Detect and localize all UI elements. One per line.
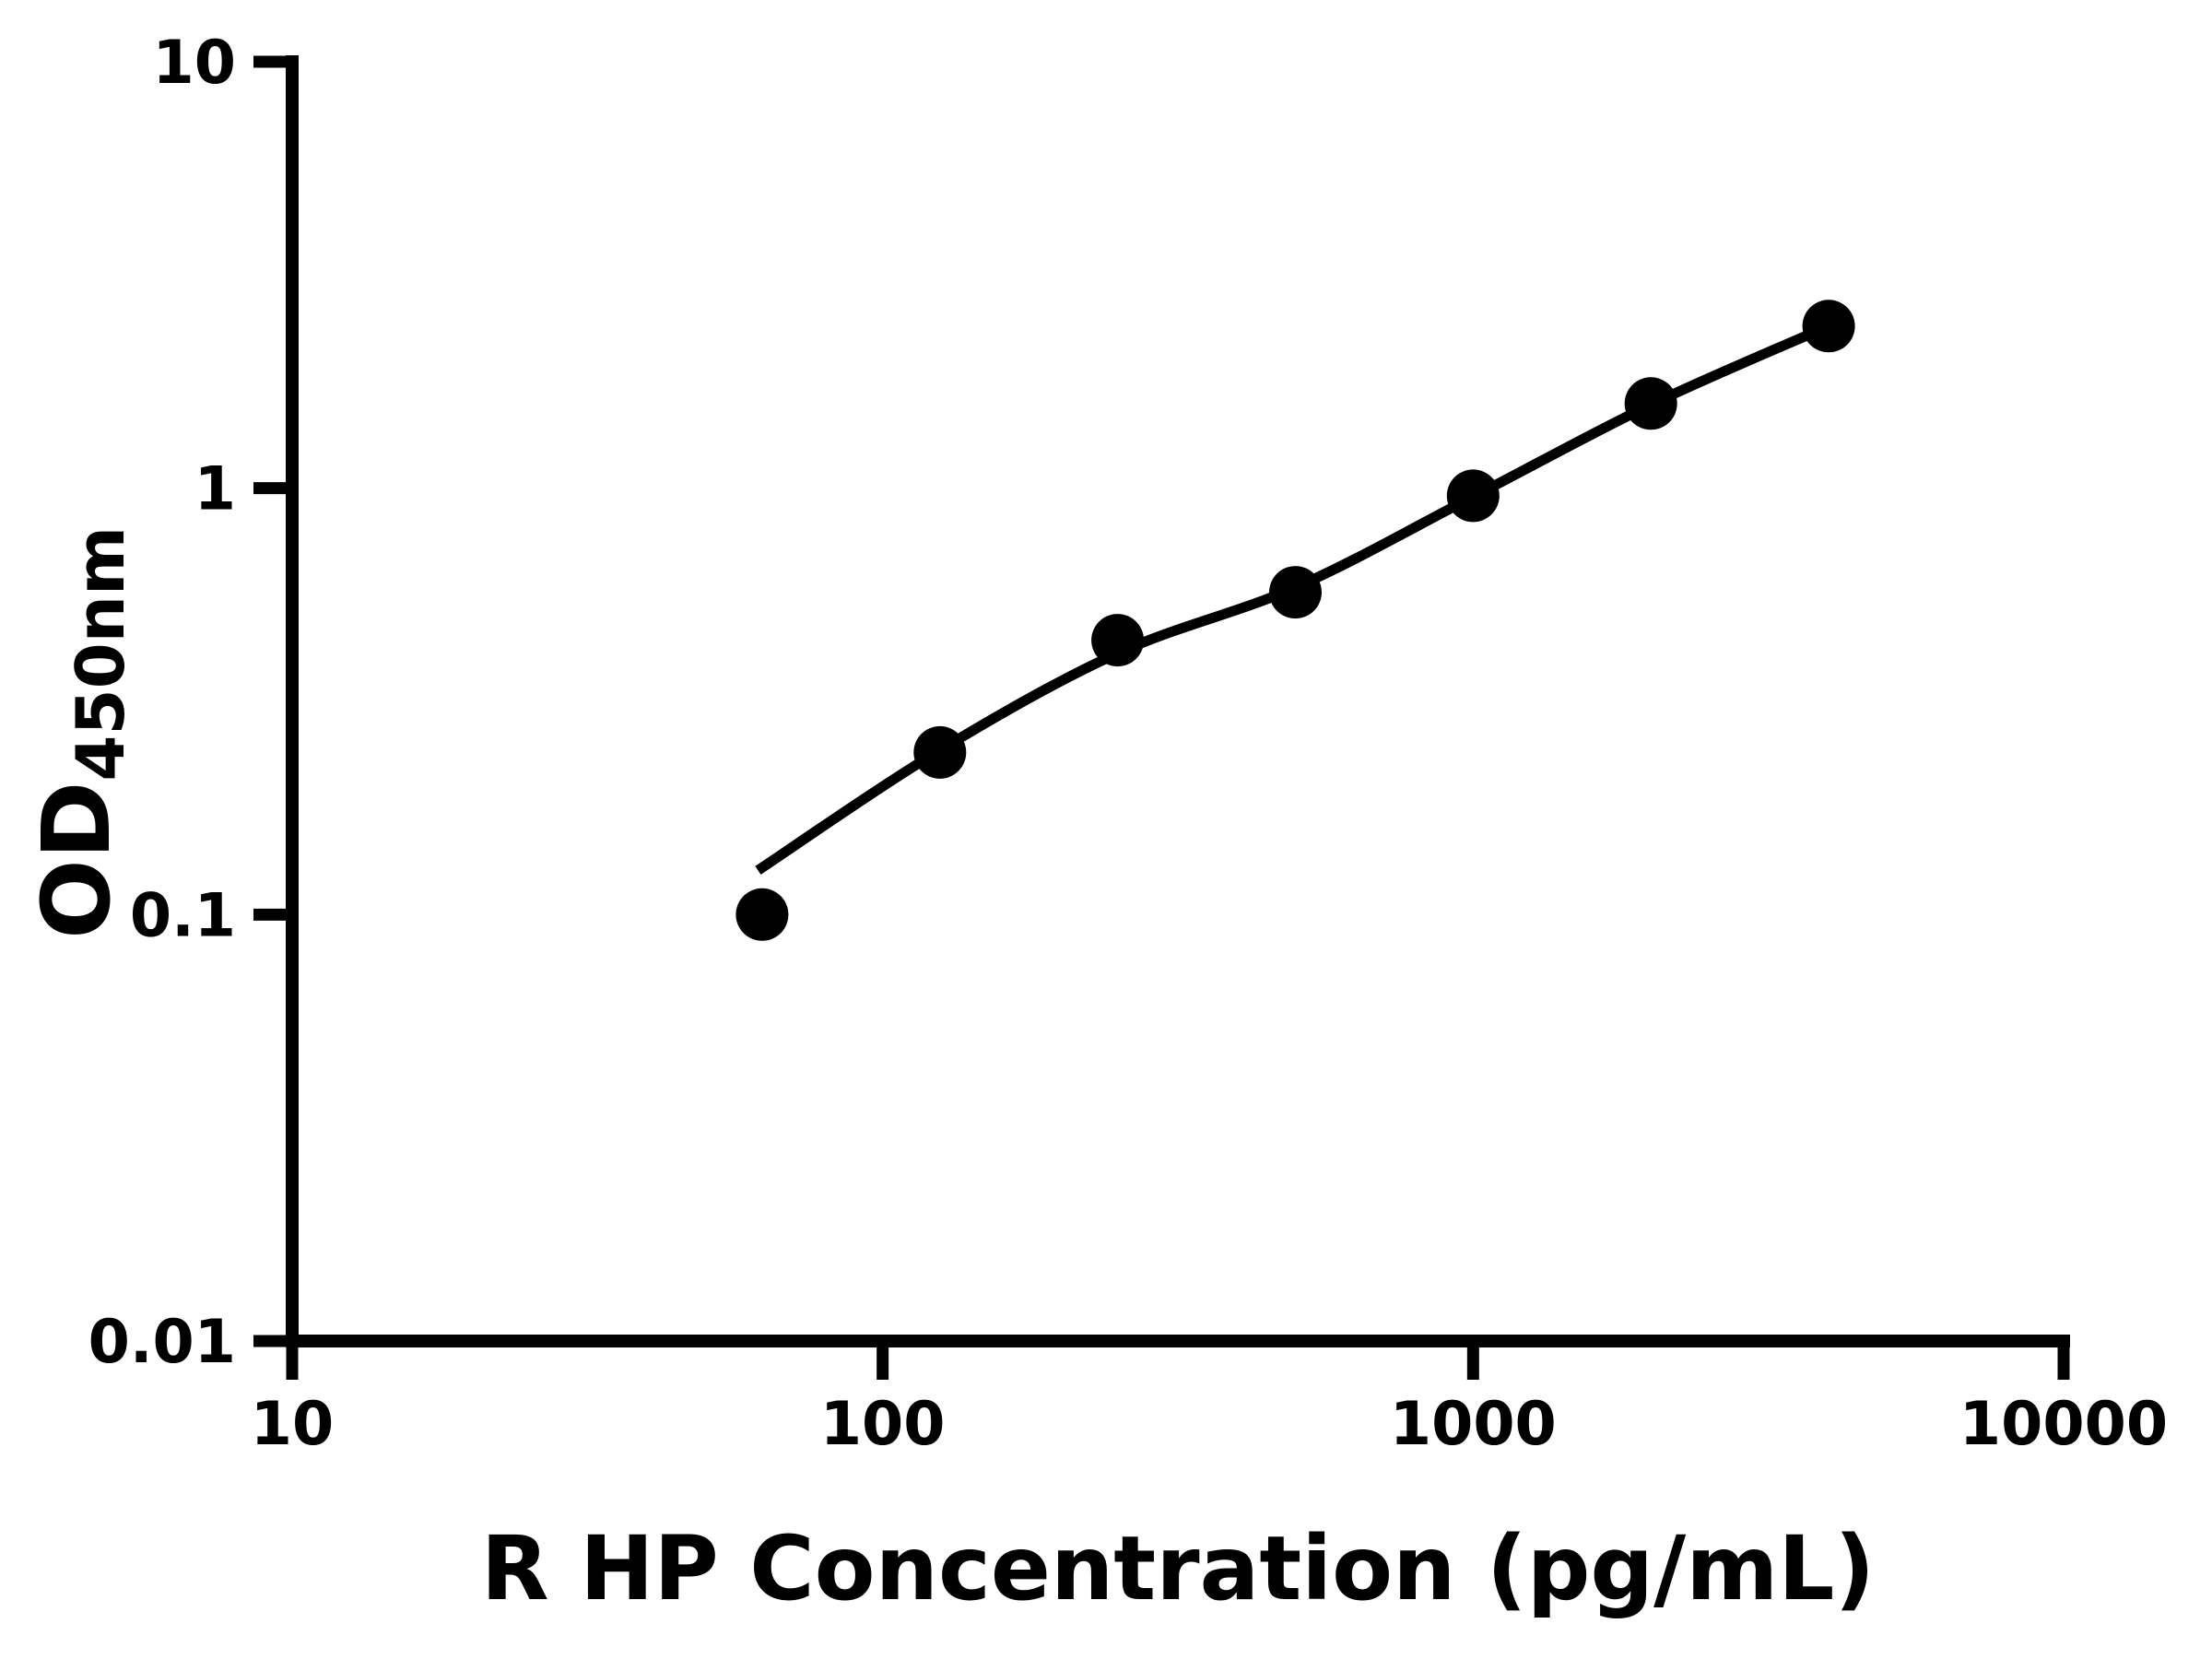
data-point xyxy=(1624,377,1677,430)
y-tick-label: 10 xyxy=(153,29,236,98)
axis-frame xyxy=(286,55,2070,1347)
data-point xyxy=(735,888,789,941)
x-tick-label: 100 xyxy=(820,1390,946,1459)
data-point xyxy=(1446,469,1500,523)
x-tick-label: 10 xyxy=(251,1390,334,1459)
y-tick-label: 0.1 xyxy=(130,881,236,950)
x-axis-title: R HP Concentration (pg/mL) xyxy=(481,1517,1876,1620)
y-tick-label: 0.01 xyxy=(88,1308,236,1377)
x-axis-tick-labels: 10 100 1000 10000 xyxy=(251,1390,2168,1459)
y-axis-title-base: OD xyxy=(22,782,132,939)
x-tick-label: 1000 xyxy=(1390,1390,1557,1459)
data-point xyxy=(1091,614,1145,667)
axes: 10 1 0.1 0.01 10 100 1000 10000 xyxy=(88,29,2168,1459)
y-axis-tick-labels: 10 1 0.1 0.01 xyxy=(88,29,236,1377)
data-points xyxy=(735,300,1855,941)
data-point xyxy=(1802,300,1855,353)
y-tick-label: 1 xyxy=(194,455,236,524)
data-point xyxy=(1269,566,1322,619)
data-point xyxy=(913,725,967,779)
x-tick-label: 10000 xyxy=(1959,1390,2168,1459)
y-axis-title-subscript: 450nm xyxy=(62,526,139,782)
x-axis-ticks xyxy=(286,1341,2070,1380)
y-axis-title: OD450nm xyxy=(22,526,139,939)
y-axis-ticks xyxy=(253,55,292,1347)
